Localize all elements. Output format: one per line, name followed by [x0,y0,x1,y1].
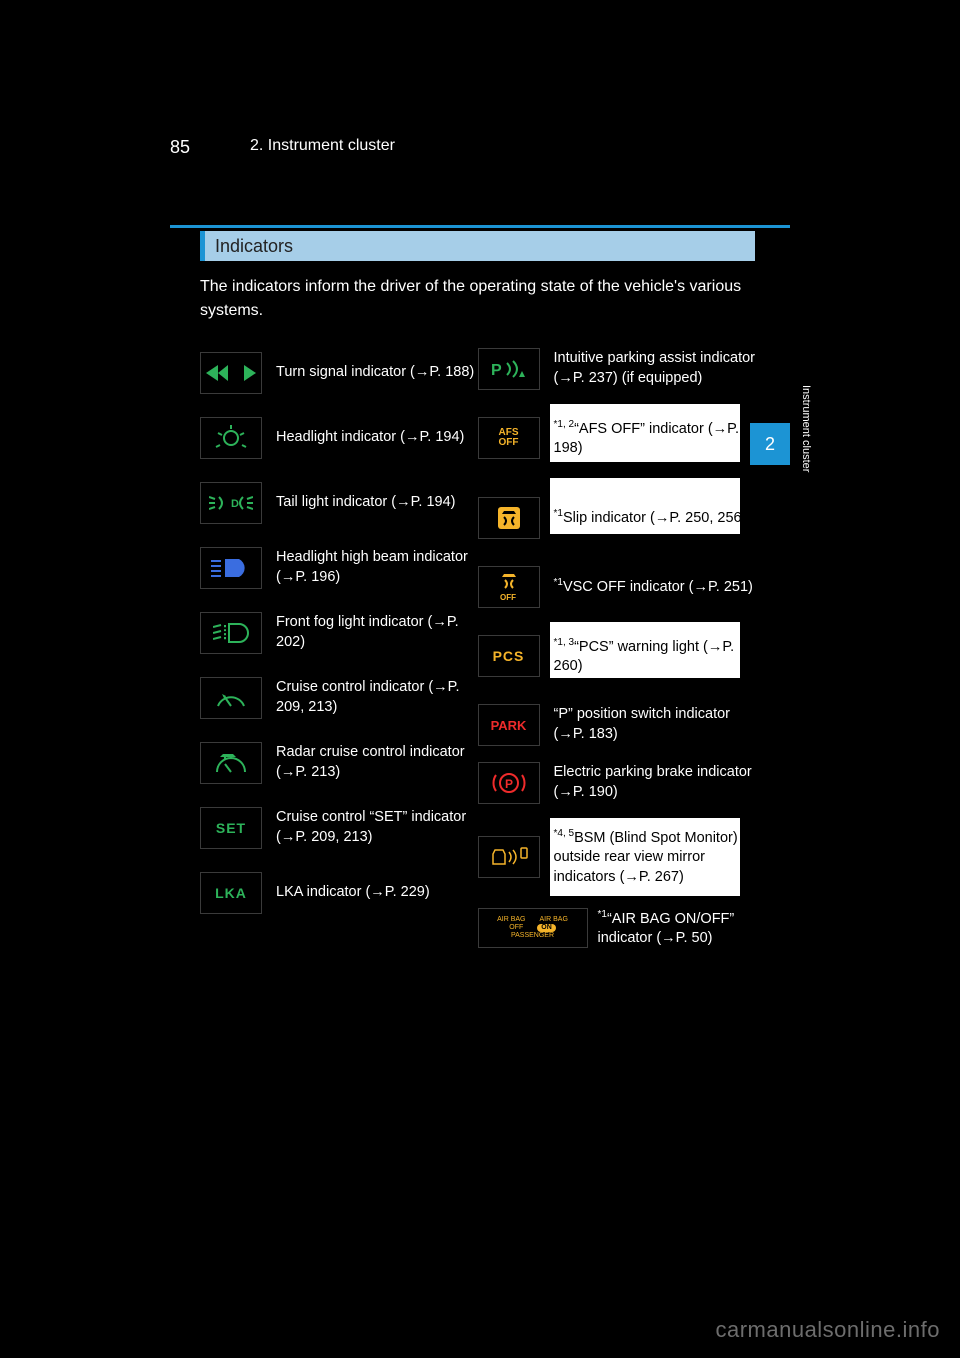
eparking-label: Electric parking brake indicator (→P. 19… [554,763,756,802]
eparking-icon: P [478,762,540,804]
watermark: carmanualsonline.info [715,1317,940,1343]
row-vsc-off: OFF *1VSC OFF indicator (→P. 251) [478,558,756,616]
headlight-icon [200,417,262,459]
lka-indicator-icon: LKA [200,872,262,914]
chapter-number: 2 [765,434,775,455]
row-high-beam: Headlight high beam indicator (→P. 196) [200,535,478,600]
radar-cruise-label: Radar cruise control indicator (→P. 213) [276,743,478,782]
row-headlight: Headlight indicator (→P. 194) [200,405,478,470]
fog-light-icon [200,612,262,654]
vsc-off-label: *1VSC OFF indicator (→P. 251) [554,576,756,597]
row-lka: LKA LKA indicator (→P. 229) [200,860,478,925]
lka-label: LKA indicator (→P. 229) [276,883,478,903]
ipa-label: Intuitive parking assist indicator (→P. … [554,349,756,388]
cruise-label: Cruise control indicator (→P. 209, 213) [276,678,478,717]
svg-text:OFF: OFF [500,593,516,602]
park-icon: PARK [478,704,540,746]
afs-off-label: *1, 2“AFS OFF” indicator (→P. 198) [554,418,756,459]
section-title: Indicators [215,236,293,257]
turn-signal-label: Turn signal indicator (→P. 188) [276,363,478,383]
row-radar-cruise: Radar cruise control indicator (→P. 213) [200,730,478,795]
row-park: PARK “P” position switch indicator (→P. … [478,696,756,754]
row-airbag: AIR BAG AIR BAG OFF ON PASSENGER *1“AIR … [478,908,756,966]
pcs-icon: PCS [478,635,540,677]
lka-text: LKA [215,885,247,901]
set-text: SET [216,820,246,836]
chapter-tab: 2 [750,423,790,465]
turn-signal-icon [200,352,262,394]
slip-icon [478,497,540,539]
set-indicator-icon: SET [200,807,262,849]
airbag-label: *1“AIR BAG ON/OFF” indicator (→P. 50) [598,908,756,949]
ipa-icon: P [478,348,540,390]
tail-light-icon: D [200,482,262,524]
row-ipa: P Intuitive parking assist indicator (→P… [478,340,756,398]
row-tail: D Tail light indicator (→P. 194) [200,470,478,535]
intro-text: The indicators inform the driver of the … [200,275,755,323]
afs-off-text: AFS OFF [499,428,519,449]
cruise-icon [200,677,262,719]
pcs-label: *1, 3“PCS” warning light (→P. 260) [554,636,756,677]
chapter-label: Instrument cluster [800,385,812,475]
page-header: 85 2. Instrument cluster [170,137,790,177]
section-title-band: Indicators [200,231,755,261]
svg-text:D: D [231,498,239,510]
right-column: P Intuitive parking assist indicator (→P… [478,340,756,966]
row-slip: *1Slip indicator (→P. 250, 256) [478,478,756,558]
svg-text:P: P [491,362,502,379]
airbag-icon: AIR BAG AIR BAG OFF ON PASSENGER [478,908,588,948]
row-set: SET Cruise control “SET” indicator (→P. … [200,795,478,860]
vsc-off-icon: OFF [478,566,540,608]
row-eparking: P Electric parking brake indicator (→P. … [478,754,756,812]
svg-text:P: P [505,777,513,791]
pcs-text: PCS [493,648,525,664]
row-pcs: PCS *1, 3“PCS” warning light (→P. 260) [478,616,756,696]
high-beam-label: Headlight high beam indicator (→P. 196) [276,548,478,587]
headlight-label: Headlight indicator (→P. 194) [276,428,478,448]
row-bsm: *4, 5BSM (Blind Spot Monitor) outside re… [478,812,756,902]
set-label: Cruise control “SET” indicator (→P. 209,… [276,808,478,847]
bsm-icon [478,836,540,878]
park-label: “P” position switch indicator (→P. 183) [554,705,756,744]
slip-label: *1Slip indicator (→P. 250, 256) [554,507,756,528]
left-column: Turn signal indicator (→P. 188) Headligh… [200,340,478,966]
radar-cruise-icon [200,742,262,784]
fog-label: Front fog light indicator (→P. 202) [276,613,478,652]
afs-off-icon: AFS OFF [478,417,540,459]
page-number: 85 [170,137,190,158]
tail-label: Tail light indicator (→P. 194) [276,493,478,513]
indicator-columns: Turn signal indicator (→P. 188) Headligh… [200,340,755,966]
section-ref: 2. Instrument cluster [250,137,395,155]
high-beam-icon [200,547,262,589]
row-cruise: Cruise control indicator (→P. 209, 213) [200,665,478,730]
bsm-label: *4, 5BSM (Blind Spot Monitor) outside re… [554,827,756,888]
row-afs-off: AFS OFF *1, 2“AFS OFF” indicator (→P. 19… [478,398,756,478]
section-divider [170,225,790,228]
row-turn-signal: Turn signal indicator (→P. 188) [200,340,478,405]
park-text: PARK [491,718,527,733]
row-fog: Front fog light indicator (→P. 202) [200,600,478,665]
